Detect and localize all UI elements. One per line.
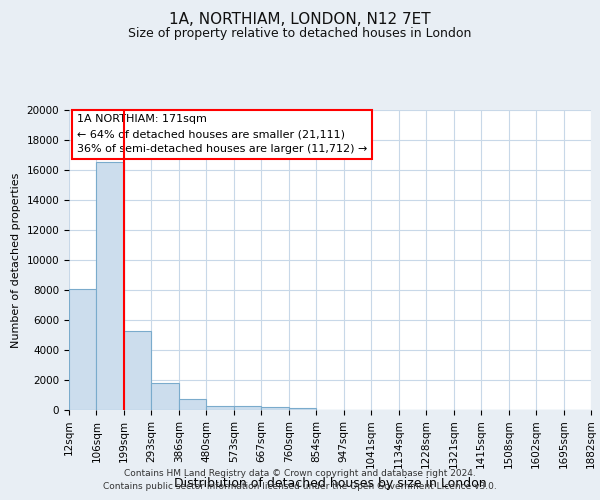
Y-axis label: Number of detached properties: Number of detached properties (11, 172, 21, 348)
Bar (262, 407, 289, 410)
Bar (289, 408, 316, 410)
Text: 1A, NORTHIAM, LONDON, N12 7ET: 1A, NORTHIAM, LONDON, N12 7ET (169, 12, 431, 28)
Bar (206, 406, 234, 410)
Bar (97, 162, 124, 410)
Bar (124, 330, 151, 410)
Bar (69, 288, 97, 410)
Text: 1A NORTHIAM: 171sqm
← 64% of detached houses are smaller (21,111)
36% of semi-de: 1A NORTHIAM: 171sqm ← 64% of detached ho… (77, 114, 367, 154)
Bar (151, 383, 179, 410)
Text: Contains HM Land Registry data © Crown copyright and database right 2024.: Contains HM Land Registry data © Crown c… (124, 468, 476, 477)
Bar (234, 406, 262, 410)
Text: Size of property relative to detached houses in London: Size of property relative to detached ho… (128, 28, 472, 40)
X-axis label: Distribution of detached houses by size in London: Distribution of detached houses by size … (173, 477, 487, 490)
Bar (179, 399, 206, 410)
Text: Contains public sector information licensed under the Open Government Licence v3: Contains public sector information licen… (103, 482, 497, 491)
